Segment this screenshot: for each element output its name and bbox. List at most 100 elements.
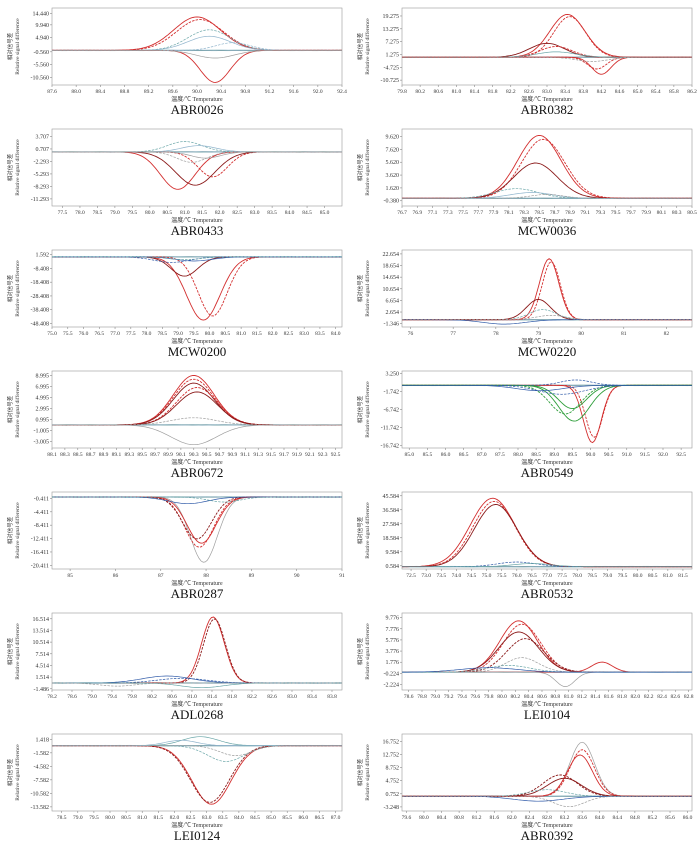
x-tick-label: 81.0 (137, 815, 147, 821)
y-tick-label: -4.582 (34, 764, 50, 770)
chart-svg: 19.275 13.275 7.275 1.275 -4.725 -10.725 79.8 8… (356, 7, 697, 117)
x-tick-label: 82.0 (170, 815, 180, 821)
x-tick-label: 77.7 (474, 210, 484, 216)
x-tick-label: 87.5 (495, 452, 505, 458)
x-tick-label: 80.2 (415, 89, 425, 95)
series-line-green-3 (402, 384, 692, 410)
y-axis-title-en: Relative signal difference (364, 139, 371, 196)
x-tick-label: 91.5 (266, 452, 276, 458)
x-tick-label: 81.5 (197, 210, 207, 216)
y-tick-label: 14.440 (33, 11, 50, 17)
x-tick-label: 81.0 (564, 694, 574, 700)
series-line-red-1 (52, 151, 342, 190)
x-tick-label: 82.0 (507, 815, 517, 821)
x-tick-label: 81.2 (472, 815, 482, 821)
chart-panel-abr0532: 45.584 36.584 27.584 18.584 9.584 0.584 72.5 73… (350, 484, 700, 605)
y-tick-label: 4.940 (36, 36, 50, 42)
y-axis-title-cn: 相对信号差 (6, 395, 14, 423)
x-tick-label: 82.8 (542, 815, 552, 821)
x-tick-label: 80.0 (497, 694, 507, 700)
x-tick-label: 74.0 (452, 573, 462, 579)
series-line-gray-1 (402, 315, 692, 321)
x-tick-label: 76.7 (397, 210, 407, 216)
y-tick-label: -20.411 (31, 563, 49, 569)
chart-panel-mcw0200: 1.592 -8.408 -18.408 -28.408 -38.408 -48.408 7… (0, 242, 350, 363)
x-tick-label: 85.0 (266, 815, 276, 821)
x-tick-label: 86.0 (683, 815, 693, 821)
y-tick-label: -18.408 (31, 280, 50, 286)
y-tick-label: 36.584 (383, 508, 400, 514)
x-tick-label: 90 (294, 573, 300, 579)
x-tick-label: 88 (203, 573, 209, 579)
series-line-teal-1 (52, 29, 342, 51)
x-tick-label: 79.0 (87, 694, 97, 700)
x-tick-label: 75.5 (497, 573, 507, 579)
y-axis-title-cn: 相对信号差 (356, 395, 364, 423)
x-tick-label: 89.2 (144, 89, 154, 95)
x-tick-label: 87.0 (477, 452, 487, 458)
y-tick-label: -8.293 (34, 184, 50, 190)
x-tick-label: 88.0 (71, 89, 81, 95)
y-tick-label: -3.005 (34, 439, 50, 445)
x-tick-label: 89.6 (168, 89, 178, 95)
plot-frame (51, 249, 343, 328)
x-tick-label: 84.0 (234, 815, 244, 821)
series-line-red-1 (402, 497, 692, 568)
plot-frame (401, 612, 693, 691)
x-tick-label: 86.0 (299, 815, 309, 821)
y-axis-title-en: Relative signal difference (14, 744, 21, 801)
x-tick-label: 82.5 (284, 331, 294, 337)
x-tick-label: 83.4 (560, 89, 570, 95)
series-line-teal-2 (402, 192, 692, 199)
y-tick-label: 0.707 (36, 147, 50, 153)
series-line-darkred-peak (52, 618, 342, 684)
y-tick-label: 18.584 (383, 536, 400, 542)
x-tick-label: 84.5 (302, 210, 312, 216)
x-tick-label: 90.4 (216, 89, 226, 95)
x-tick-label: 76.9 (412, 210, 422, 216)
panel-title: LEI0124 (174, 828, 221, 843)
x-tick-label: 75.5 (63, 331, 73, 337)
x-tick-label: 84.8 (630, 815, 640, 821)
y-tick-label: 14.654 (383, 275, 400, 281)
series-line-teal-1 (52, 256, 342, 260)
x-tick-label: 80.2 (147, 694, 157, 700)
series-line-darkred-1 (402, 504, 692, 568)
series-line-red-2 (402, 500, 692, 568)
plot-frame (51, 612, 343, 691)
x-tick-label: 88.3 (60, 452, 70, 458)
x-tick-label: 88.0 (513, 452, 523, 458)
x-tick-label: 87 (158, 573, 164, 579)
chart-panel-mcw0220: 22.654 18.654 14.654 10.654 6.654 2.654 -1.346… (350, 242, 700, 363)
chart-svg: 14.440 9.940 4.940 -0.560 -5.560 -10.560 87.6 8… (6, 7, 347, 117)
series-line-gray-top (402, 741, 692, 797)
x-tick-label: 83.2 (560, 815, 570, 821)
x-tick-label: 74.5 (467, 573, 477, 579)
x-tick-label: 81.8 (227, 694, 237, 700)
x-tick-label: 81.4 (470, 89, 480, 95)
x-tick-label: 77.0 (110, 331, 120, 337)
y-tick-label: 4.514 (36, 663, 50, 669)
x-tick-label: 80.0 (145, 210, 155, 216)
y-tick-label: 19.275 (383, 14, 400, 20)
y-tick-label: -5.293 (34, 172, 50, 178)
x-tick-label: 79.5 (128, 210, 138, 216)
x-tick-label: 80.6 (537, 694, 547, 700)
x-tick-label: 90.3 (189, 452, 199, 458)
x-tick-label: 85 (67, 573, 73, 579)
x-tick-label: 79.1 (580, 210, 590, 216)
panel-title: ABR0026 (171, 102, 224, 117)
x-tick-label: 82.5 (186, 815, 196, 821)
chart-svg: 16.51413.51410.5147.5144.5141.514-1.4867… (6, 612, 343, 722)
y-tick-label: -1.742 (384, 390, 400, 396)
x-tick-label: 75.0 (47, 331, 57, 337)
y-tick-label: 5.776 (386, 638, 400, 644)
x-tick-label: 81.5 (678, 573, 688, 579)
x-tick-label: 78.5 (93, 210, 103, 216)
y-tick-label: 0.752 (386, 792, 400, 798)
series-line-gray-down (402, 671, 692, 687)
x-tick-label: 81.5 (252, 331, 262, 337)
y-axis-title-en: Relative signal difference (14, 381, 21, 438)
x-tick-label: 79.0 (173, 331, 183, 337)
series-line-darkred-2 (402, 777, 692, 797)
